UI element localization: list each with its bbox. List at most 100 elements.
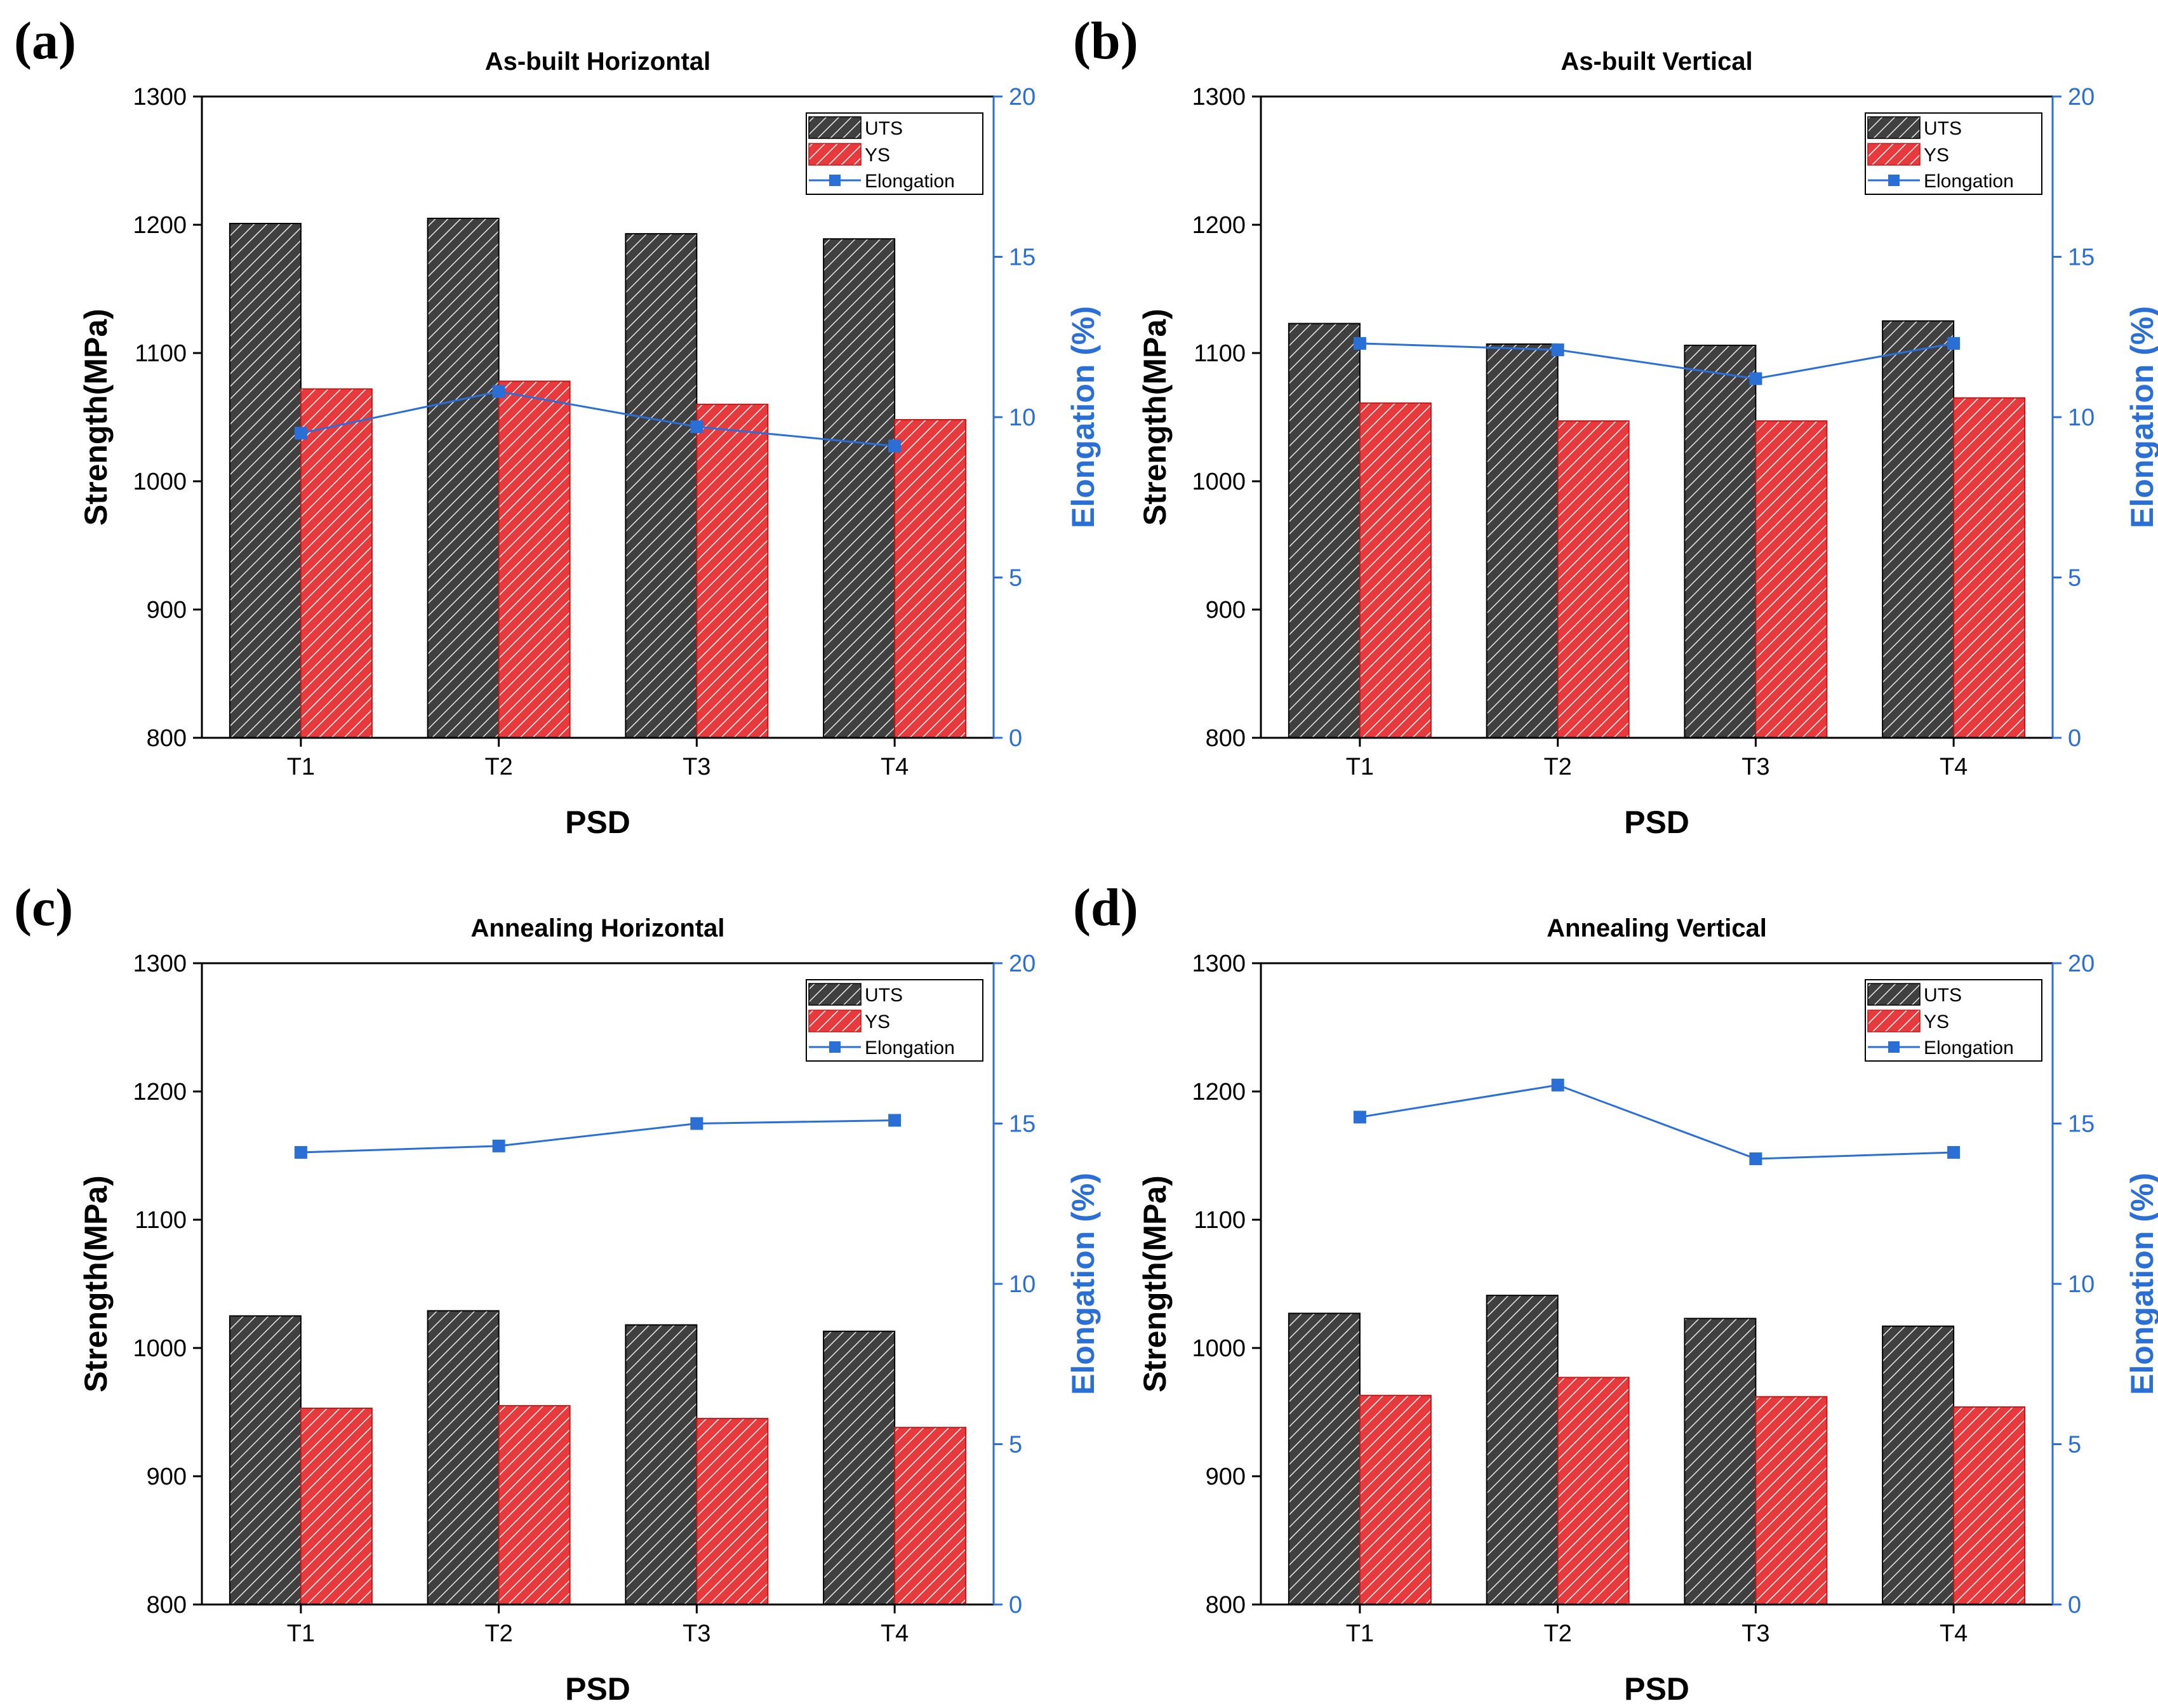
- x-tick-label: T2: [1543, 754, 1571, 780]
- y2-tick-label: 20: [1009, 951, 1036, 977]
- y-tick-label: 1300: [133, 951, 187, 977]
- y-tick-label: 1000: [133, 1335, 187, 1362]
- x-tick-label: T4: [1940, 1620, 1968, 1647]
- ys-bar-T4: [1953, 1406, 2026, 1605]
- legend-elongation-label: Elongation: [865, 171, 955, 192]
- x-tick-label: T3: [1742, 754, 1769, 780]
- y-tick-label: 1100: [1194, 340, 1246, 367]
- uts-bar-T4: [823, 1330, 896, 1605]
- y-tick-label: 900: [147, 1464, 187, 1490]
- uts-bar-T3: [1684, 344, 1757, 738]
- y2-tick-label: 5: [1009, 565, 1022, 592]
- elongation-line: [1359, 1084, 1954, 1160]
- y2-tick-label: 10: [1009, 1271, 1036, 1298]
- ys-bar-T3: [1755, 1396, 1828, 1605]
- uts-bar-T3: [625, 233, 698, 738]
- panel-label: (b): [1073, 11, 1138, 70]
- legend-ys-swatch: [1867, 1010, 1921, 1032]
- y2-tick-label: 20: [2068, 951, 2095, 977]
- y2-tick-label: 5: [2068, 1432, 2081, 1458]
- elongation-line: [300, 390, 895, 447]
- elongation-marker-T3: [690, 1117, 703, 1130]
- legend-elongation-marker: [1888, 1041, 1900, 1053]
- y-tick-label: 900: [147, 597, 187, 624]
- ys-bar-T2: [1557, 1377, 1630, 1605]
- elongation-marker-T2: [492, 1139, 505, 1152]
- uts-bar-T1: [229, 222, 302, 739]
- y2-tick-label: 0: [2068, 725, 2081, 752]
- elongation-marker-T3: [1749, 372, 1762, 385]
- ys-bar-T1: [1359, 402, 1432, 738]
- y-tick-label: 800: [147, 725, 187, 752]
- ys-bar-T4: [1953, 397, 2026, 738]
- ys-bar-T2: [498, 380, 571, 738]
- legend-ys-label: YS: [865, 145, 890, 166]
- legend-uts-swatch: [808, 983, 862, 1006]
- y2-tick-label: 15: [2068, 244, 2095, 271]
- legend-uts-swatch: [808, 116, 862, 139]
- ys-bar-T1: [1359, 1394, 1432, 1605]
- y-tick-label: 1200: [133, 1079, 187, 1105]
- panel-label: (a): [14, 11, 76, 70]
- legend-uts-swatch: [1867, 983, 1921, 1006]
- y-tick-label: 1300: [133, 84, 187, 110]
- legend: UTS YS Elongation: [1865, 979, 2042, 1062]
- ys-bar-T3: [696, 403, 769, 738]
- uts-bar-T1: [1288, 323, 1361, 739]
- x-tick-label: T2: [484, 754, 512, 780]
- ys-bar-T3: [696, 1418, 769, 1606]
- y2-axis-label: Elongation (%): [2124, 1173, 2158, 1395]
- y2-tick-label: 15: [1009, 1111, 1036, 1138]
- ys-bar-T2: [1557, 420, 1630, 738]
- elongation-marker-T3: [1749, 1152, 1762, 1166]
- y2-tick-label: 20: [2068, 84, 2095, 110]
- elongation-marker-T2: [1551, 1078, 1564, 1091]
- y-tick-label: 1200: [1192, 212, 1246, 239]
- y2-tick-label: 5: [2068, 565, 2081, 592]
- legend-ys-label: YS: [1924, 1011, 1949, 1032]
- x-tick-label: T1: [1346, 754, 1374, 780]
- y2-tick-label: 0: [1009, 1592, 1022, 1618]
- chart-panel-b: (b) As-built Vertical 800 900 1000 1100 1200 13…: [1073, 11, 2158, 840]
- ys-bar-T2: [498, 1404, 571, 1605]
- legend-ys-label: YS: [865, 1011, 890, 1032]
- x-tick-label: T2: [484, 1620, 512, 1647]
- elongation-marker-T1: [294, 1145, 307, 1159]
- legend-uts-label: UTS: [865, 118, 903, 139]
- elongation-marker-T4: [888, 439, 902, 453]
- legend: UTS YS Elongation: [1865, 112, 2042, 195]
- elongation-marker-T1: [1353, 1111, 1366, 1124]
- x-tick-label: T4: [881, 754, 909, 780]
- panel-label: (d): [1073, 878, 1138, 937]
- uts-bar-T3: [1684, 1318, 1757, 1606]
- chart-panel-c: (c) Annealing Horizontal 800 900 1000 1100 120…: [14, 878, 1101, 1707]
- y2-axis-label: Elongation (%): [2124, 306, 2158, 528]
- y-axis-label: Strength(MPa): [1137, 309, 1173, 526]
- uts-bar-T2: [1486, 1295, 1559, 1606]
- y-tick-label: 1300: [1192, 951, 1246, 977]
- panel-label: (c): [14, 878, 73, 937]
- y-axis-label: Strength(MPa): [78, 309, 114, 526]
- legend-elongation-label: Elongation: [1924, 1037, 2014, 1058]
- y2-tick-label: 15: [2068, 1111, 2095, 1138]
- legend-uts-label: UTS: [1924, 985, 1962, 1006]
- y-tick-label: 1100: [135, 1207, 187, 1234]
- elongation-marker-T4: [1947, 1145, 1961, 1159]
- uts-bar-T1: [229, 1315, 302, 1605]
- y2-tick-label: 10: [2068, 1271, 2095, 1298]
- elongation-marker-T1: [294, 427, 307, 440]
- elongation-marker-T2: [492, 385, 505, 398]
- y-tick-label: 800: [1206, 725, 1246, 752]
- ys-bar-T1: [300, 388, 373, 738]
- y2-tick-label: 10: [2068, 404, 2095, 431]
- elongation-line: [300, 1119, 895, 1154]
- y2-tick-label: 20: [1009, 84, 1036, 110]
- uts-bar-T4: [823, 238, 896, 739]
- y-tick-label: 800: [1206, 1592, 1246, 1618]
- legend-uts-label: UTS: [1924, 118, 1962, 139]
- legend-elongation-marker: [1888, 175, 1900, 186]
- y-tick-label: 1200: [1192, 1079, 1246, 1105]
- y-tick-label: 1300: [1192, 84, 1246, 110]
- x-tick-label: T3: [683, 1620, 710, 1647]
- legend-elongation-marker: [829, 175, 841, 186]
